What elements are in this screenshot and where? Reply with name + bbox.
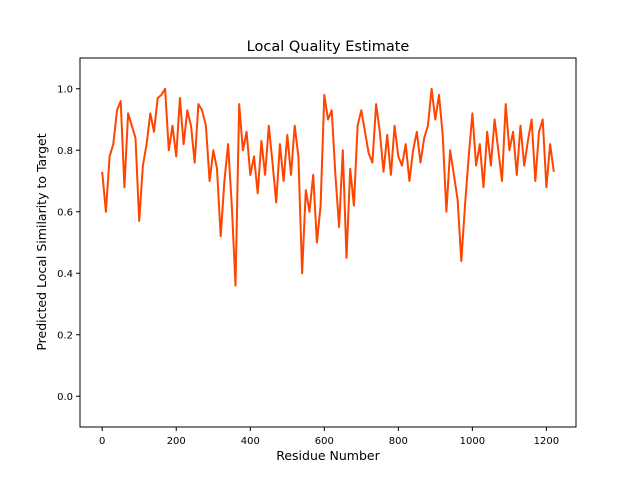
- y-tick-label: 0.0: [57, 392, 73, 403]
- x-axis-label: Residue Number: [276, 448, 380, 463]
- y-tick-label: 0.4: [57, 269, 73, 280]
- plot-frame: [79, 57, 577, 428]
- chart-title: Local Quality Estimate: [247, 39, 410, 55]
- y-axis-label: Predicted Local Similarity to Target: [34, 133, 49, 350]
- series-line: [101, 87, 555, 287]
- y-tick-label: 0.8: [57, 146, 73, 157]
- x-tick-label: 400: [241, 436, 260, 447]
- x-tick-label: 1000: [460, 436, 485, 447]
- x-tick-label: 0: [99, 436, 105, 447]
- x-tick-label: 200: [167, 436, 186, 447]
- y-tick-label: 0.6: [57, 207, 73, 218]
- y-tick-label: 0.2: [57, 330, 73, 341]
- x-tick-label: 600: [315, 436, 334, 447]
- y-tick-label: 1.0: [57, 84, 73, 95]
- x-tick-label: 1200: [534, 436, 559, 447]
- x-tick-label: 800: [389, 436, 408, 447]
